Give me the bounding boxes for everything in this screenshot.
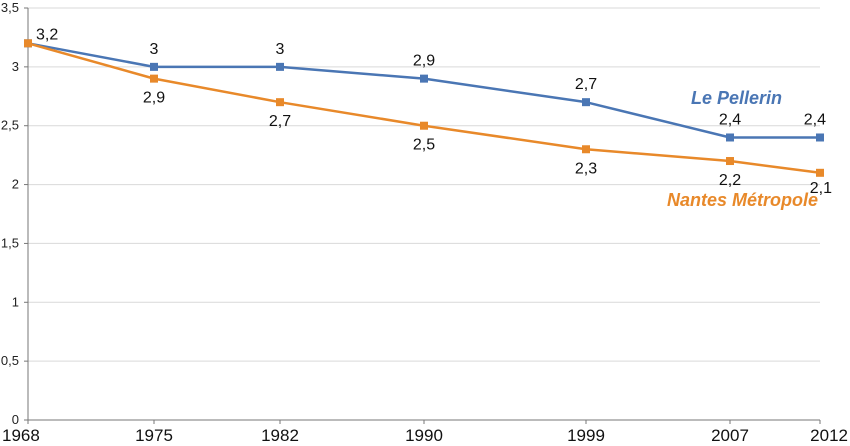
data-label: 2,2: [719, 172, 741, 189]
x-tick-label: 2007: [711, 426, 749, 445]
data-label: 2,7: [269, 113, 291, 130]
data-labels: 3,2 3 3 2,9 2,7 2,4 2,4 2,9 2,7 2,5 2,3 2,2 2,1: [36, 26, 832, 196]
data-point: [816, 133, 824, 142]
data-label: 2,4: [804, 111, 826, 128]
series-name-nantes-metropole: Nantes Métropole: [667, 190, 818, 210]
data-point: [420, 121, 428, 130]
series-name-le-pellerin: Le Pellerin: [691, 88, 782, 108]
data-label: 2,4: [719, 111, 741, 128]
series-lines: [24, 39, 824, 177]
data-point: [150, 62, 158, 71]
data-label: 3: [150, 41, 159, 58]
data-label: 3: [276, 41, 285, 58]
data-point: [150, 74, 158, 83]
data-label: 2,1: [810, 180, 832, 197]
x-axis-tick-labels: 1968 1975 1982 1990 1999 2007 2012: [2, 426, 848, 445]
data-label: 2,7: [575, 76, 597, 93]
data-point: [582, 145, 590, 154]
data-point: [276, 98, 284, 107]
data-point: [816, 168, 824, 177]
x-tick-label: 1990: [405, 426, 443, 445]
data-label: 2,9: [143, 90, 165, 107]
x-tick-label: 1968: [2, 426, 40, 445]
y-tick-label: 2: [12, 177, 19, 192]
y-tick-label: 1,5: [1, 235, 19, 250]
y-tick-label: 0,5: [1, 353, 19, 368]
y-axis-tick-labels: 0 0,5 1 1,5 2 2,5 3 3,5: [1, 0, 19, 427]
x-tick-label: 2012: [810, 426, 848, 445]
series-names: Le Pellerin Nantes Métropole: [667, 88, 818, 210]
data-point: [726, 133, 734, 142]
data-point: [726, 157, 734, 166]
data-point: [24, 39, 32, 48]
data-label: 2,9: [413, 53, 435, 70]
y-tick-label: 3,5: [1, 0, 19, 15]
axes: [24, 7, 821, 424]
data-point: [582, 98, 590, 107]
data-point: [276, 62, 284, 71]
data-label: 2,3: [575, 160, 597, 177]
data-label: 2,5: [413, 137, 435, 154]
y-tick-label: 2,5: [1, 118, 19, 133]
x-tick-label: 1975: [135, 426, 173, 445]
data-label: 3,2: [36, 26, 58, 43]
y-tick-label: 3: [12, 59, 19, 74]
data-point: [420, 74, 428, 83]
y-tick-label: 1: [12, 294, 19, 309]
x-tick-label: 1982: [261, 426, 299, 445]
x-tick-label: 1999: [567, 426, 605, 445]
y-tick-label: 0: [12, 412, 19, 427]
